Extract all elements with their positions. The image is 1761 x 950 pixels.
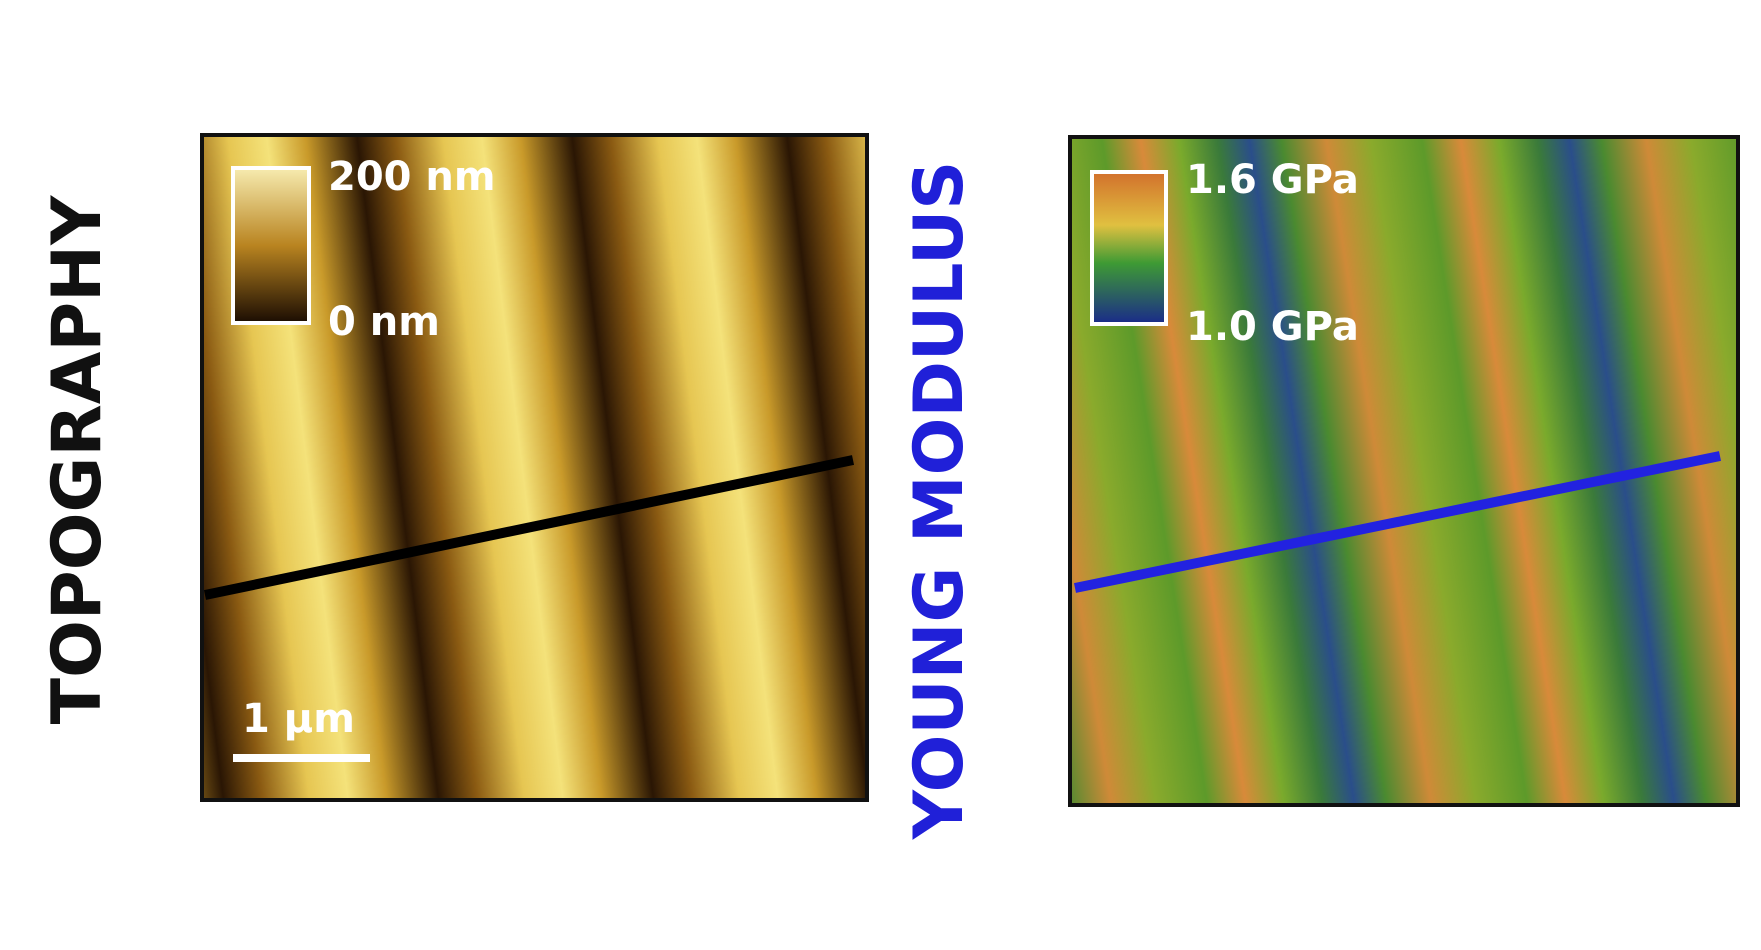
topography-panel: 200 nm 0 nm 1 µm (200, 133, 869, 802)
scale-bar-label: 1 µm (242, 696, 355, 742)
colorbar-max: 200 nm (328, 154, 496, 200)
colorbar-min: 1.0 GPa (1186, 304, 1359, 350)
right-label: YOUNG MODULUS (900, 161, 979, 840)
colorbar-min: 0 nm (328, 299, 440, 345)
colorbar-max: 1.6 GPa (1186, 157, 1359, 203)
modulus-panel: 1.6 GPa 1.0 GPa (1068, 135, 1740, 807)
left-label: TOPOGRAPHY (38, 195, 117, 724)
